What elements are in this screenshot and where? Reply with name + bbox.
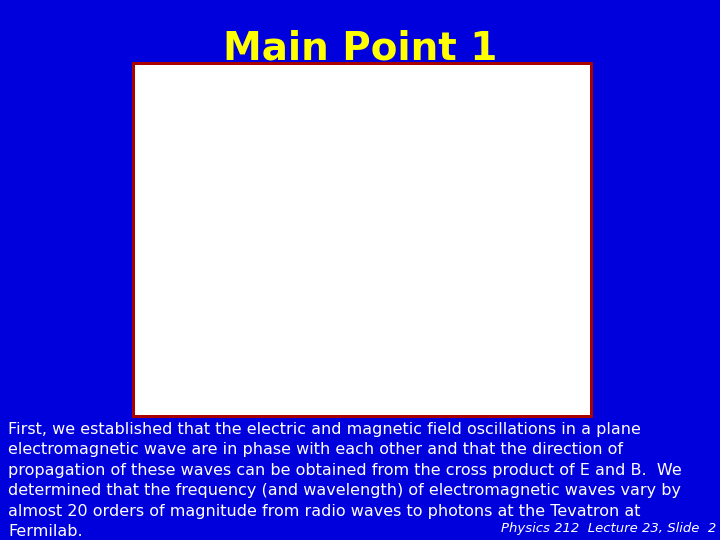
Text: Main Point 1: Main Point 1 bbox=[222, 30, 498, 68]
Bar bbox=[135, 65, 590, 415]
Bar bbox=[132, 62, 593, 418]
Text: First, we established that the electric and magnetic field oscillations in a pla: First, we established that the electric … bbox=[8, 422, 682, 539]
Text: Physics 212  Lecture 23, Slide  2: Physics 212 Lecture 23, Slide 2 bbox=[500, 522, 716, 535]
